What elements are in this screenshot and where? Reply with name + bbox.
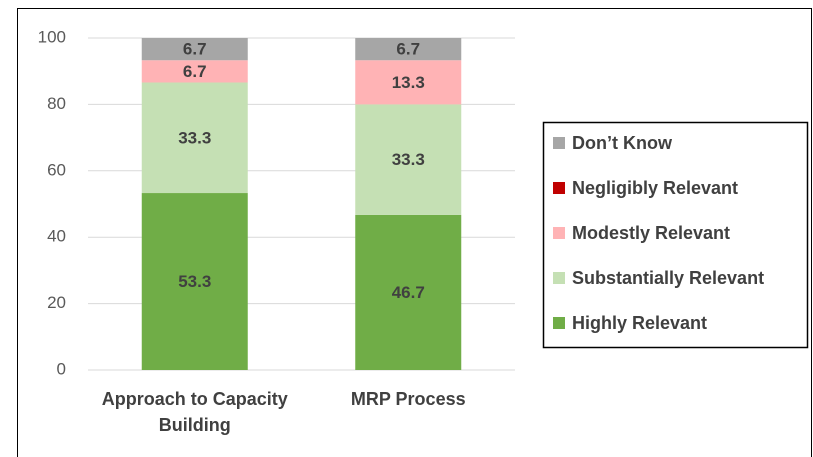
bar-segment <box>141 82 248 194</box>
data-label: 13.3 <box>392 73 425 92</box>
data-label: 6.7 <box>183 40 207 59</box>
legend-label: Don’t Know <box>572 133 673 153</box>
y-tick-label: 80 <box>47 94 66 113</box>
legend-label: Highly Relevant <box>572 313 707 333</box>
y-tick-label: 40 <box>47 227 66 246</box>
x-tick-label: Approach to Capacity Building <box>101 389 288 435</box>
legend-swatch <box>553 227 565 239</box>
data-label: 6.7 <box>183 62 207 81</box>
bar-segment <box>141 38 248 61</box>
legend-label: Substantially Relevant <box>572 268 764 288</box>
frame <box>17 8 812 457</box>
data-label: 33.3 <box>392 150 425 169</box>
legend-swatch <box>553 182 565 194</box>
y-tick-label: 60 <box>47 160 66 179</box>
y-tick-label: 100 <box>38 27 66 46</box>
legend-swatch <box>553 272 565 284</box>
bar-segment <box>141 60 248 83</box>
data-label: 33.3 <box>178 128 211 147</box>
data-label: 46.7 <box>392 283 425 302</box>
legend-label: Modestly Relevant <box>572 223 730 243</box>
legend-swatch <box>553 137 565 149</box>
bar-segment <box>355 60 462 105</box>
x-tick-label: MRP Process <box>350 389 466 409</box>
y-tick-label: 20 <box>47 293 66 312</box>
legend-label: Negligibly Relevant <box>572 178 738 198</box>
bar-segment <box>355 104 462 215</box>
data-label: 6.7 <box>396 40 420 59</box>
bar-segment <box>355 214 462 370</box>
y-tick-label: 0 <box>57 359 66 378</box>
bar-segment <box>141 193 248 370</box>
legend-box <box>542 121 809 349</box>
bar-segment <box>355 38 462 61</box>
legend-swatch <box>553 317 565 329</box>
data-label: 53.3 <box>178 272 211 291</box>
